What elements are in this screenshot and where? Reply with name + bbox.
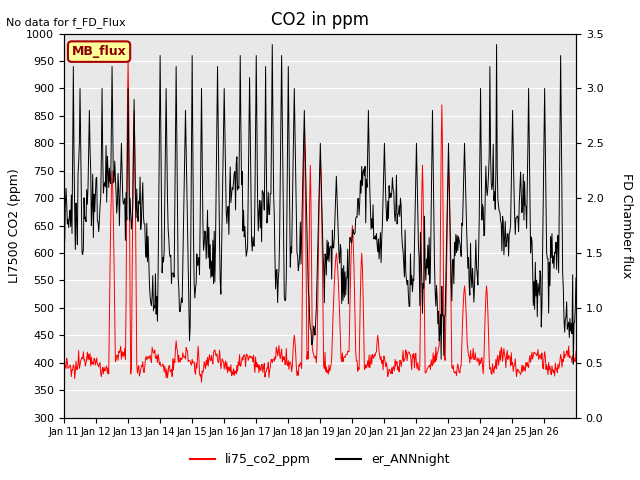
Text: MB_flux: MB_flux [72, 45, 127, 58]
Text: No data for f_FD_Flux: No data for f_FD_Flux [6, 17, 126, 28]
Y-axis label: FD Chamber flux: FD Chamber flux [620, 173, 633, 278]
Y-axis label: LI7500 CO2 (ppm): LI7500 CO2 (ppm) [8, 168, 20, 283]
Legend: li75_co2_ppm, er_ANNnight: li75_co2_ppm, er_ANNnight [186, 448, 454, 471]
Title: CO2 in ppm: CO2 in ppm [271, 11, 369, 29]
